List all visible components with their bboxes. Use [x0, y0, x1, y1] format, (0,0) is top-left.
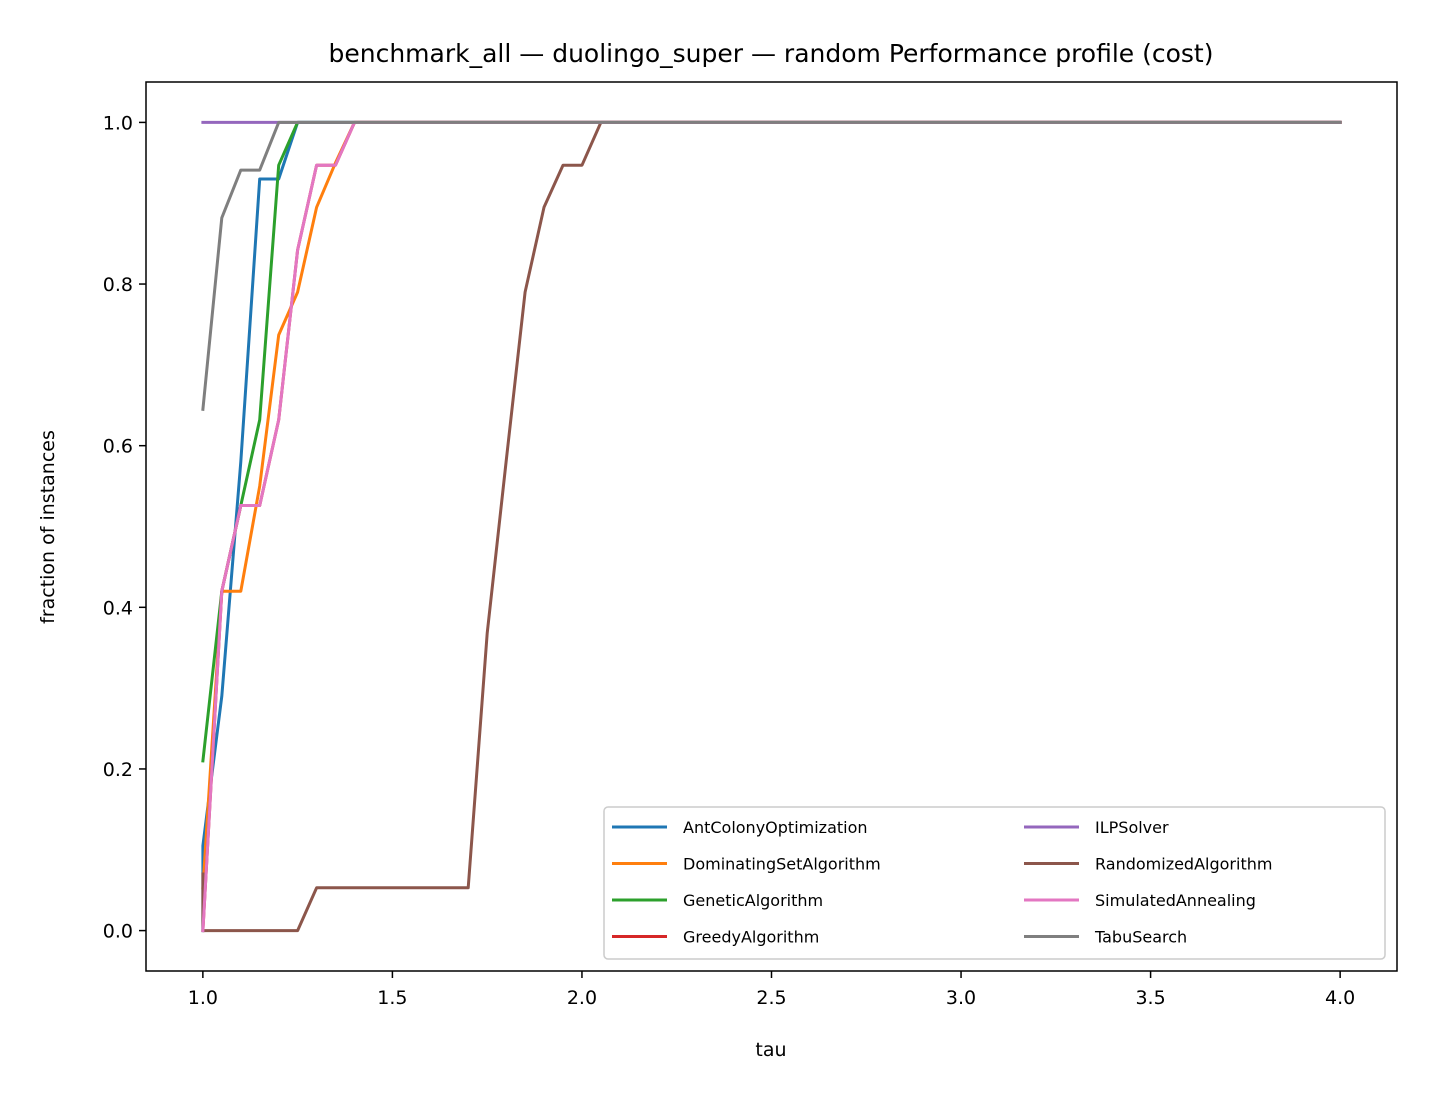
x-tick-label: 1.0: [188, 987, 218, 1009]
series-line-dominatingsetalgorithm: [201, 120, 1342, 890]
x-tick-label: 1.5: [377, 987, 407, 1009]
x-tick-label: 2.0: [567, 987, 597, 1009]
x-axis-label: tau: [755, 1039, 786, 1061]
legend-label: ILPSolver: [1095, 818, 1169, 837]
legend-label: DominatingSetAlgorithm: [683, 855, 881, 874]
x-tick-label: 3.0: [946, 987, 976, 1009]
series-line-geneticalgorithm: [201, 120, 1342, 763]
x-tick-label: 4.0: [1325, 987, 1355, 1009]
x-tick-label: 2.5: [756, 987, 786, 1009]
legend-label: SimulatedAnnealing: [1095, 891, 1256, 910]
series-line-tabusearch: [201, 120, 1342, 411]
legend-label: TabuSearch: [1094, 928, 1187, 947]
x-axis: 1.0 1.5 2.0 2.5 3.0 3.5 4.0: [188, 971, 1355, 1009]
series-line-simulatedannealing: [201, 120, 1342, 933]
y-axis-label: fraction of instances: [37, 430, 59, 624]
y-tick-label: 0.0: [103, 921, 133, 943]
legend-label: GeneticAlgorithm: [683, 891, 823, 910]
y-tick-label: 1.0: [103, 112, 133, 134]
legend-label: GreedyAlgorithm: [683, 928, 819, 947]
series-line-randomizedalgorithm: [201, 120, 1342, 933]
legend-label: AntColonyOptimization: [683, 818, 868, 837]
y-tick-label: 0.6: [103, 436, 133, 458]
legend: AntColonyOptimization DominatingSetAlgori…: [603, 806, 1386, 960]
y-tick-label: 0.4: [103, 597, 133, 619]
legend-box: [603, 806, 1386, 960]
y-tick-label: 0.8: [103, 274, 133, 296]
y-axis: 0.0 0.2 0.4 0.6 0.8 1.0: [103, 112, 146, 943]
chart-title: benchmark_all — duolingo_super — random …: [329, 39, 1214, 68]
y-tick-label: 0.2: [103, 759, 133, 781]
legend-label: RandomizedAlgorithm: [1095, 855, 1272, 874]
x-tick-label: 3.5: [1135, 987, 1165, 1009]
series-layer: [201, 120, 1342, 933]
